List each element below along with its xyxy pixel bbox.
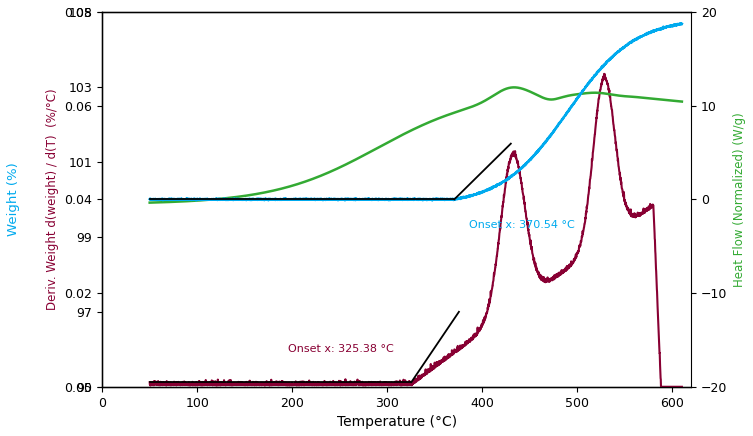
Y-axis label: Deriv. Weight d(weight) / d(T)  (%/°C): Deriv. Weight d(weight) / d(T) (%/°C) (46, 89, 59, 310)
Text: Onset x: 325.38 °C: Onset x: 325.38 °C (288, 344, 394, 354)
X-axis label: Temperature (°C): Temperature (°C) (337, 415, 457, 429)
Y-axis label: Heat Flow (Normalized) (W/g): Heat Flow (Normalized) (W/g) (733, 112, 746, 287)
Text: Onset x: 370.54 °C: Onset x: 370.54 °C (468, 220, 575, 230)
Y-axis label: Weight (%): Weight (%) (7, 163, 20, 236)
